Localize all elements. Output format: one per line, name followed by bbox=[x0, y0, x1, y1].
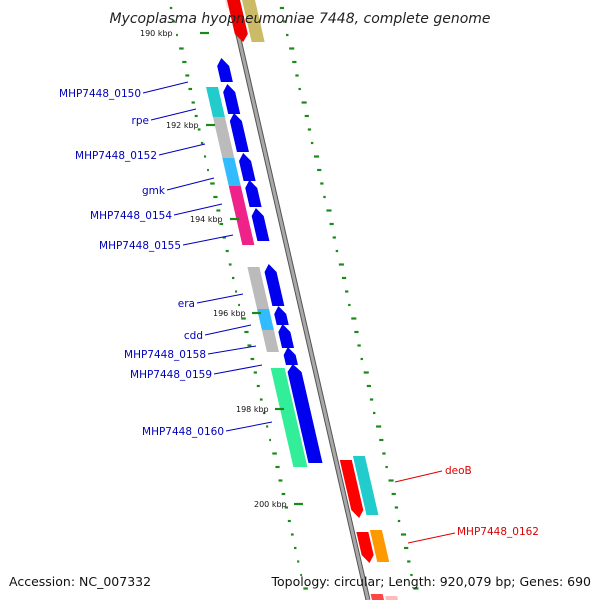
cog-block[interactable] bbox=[262, 330, 279, 352]
gene-label[interactable]: deoB bbox=[445, 465, 472, 477]
leader-line bbox=[151, 109, 196, 120]
gene-label[interactable]: gmk bbox=[142, 185, 166, 197]
cds-arrow[interactable] bbox=[223, 84, 240, 114]
gene-label[interactable]: MHP7448_0159 bbox=[130, 369, 212, 381]
kbp-label: 194 kbp bbox=[190, 215, 223, 224]
label-leader-lines bbox=[143, 82, 455, 543]
map-title: Mycoplasma hyopneumoniae 7448, complete … bbox=[109, 11, 490, 27]
cds-arrow[interactable] bbox=[239, 153, 256, 181]
cog-block[interactable] bbox=[206, 87, 225, 117]
kbp-label: 196 kbp bbox=[213, 309, 246, 318]
cds-arrow[interactable] bbox=[252, 208, 270, 241]
leader-line bbox=[226, 422, 272, 431]
kbp-label: 192 kbp bbox=[166, 121, 199, 130]
accession-text: Accession: NC_007332 bbox=[9, 574, 151, 589]
gene-label[interactable]: cdd bbox=[184, 330, 203, 342]
cog-block[interactable] bbox=[222, 158, 240, 186]
genome-map: 190 kbp 192 kbp 194 kbp 196 kbp 198 kbp … bbox=[0, 0, 600, 600]
gene-label[interactable]: MHP7448_0158 bbox=[124, 349, 206, 361]
gene-label[interactable]: MHP7448_0152 bbox=[75, 150, 157, 162]
cds-arrow[interactable] bbox=[265, 264, 285, 306]
leader-line bbox=[408, 533, 455, 543]
cog-block[interactable] bbox=[229, 186, 247, 212]
kbp-label: 190 kbp bbox=[140, 29, 173, 38]
leader-line bbox=[143, 82, 188, 93]
cog-track bbox=[206, 0, 398, 600]
gene-label[interactable]: MHP7448_0160 bbox=[142, 426, 224, 438]
leader-line bbox=[208, 346, 256, 354]
cds-arrow[interactable] bbox=[217, 58, 233, 82]
kbp-label: 198 kbp bbox=[236, 405, 269, 414]
cds-arrow[interactable] bbox=[278, 324, 294, 348]
cds-arrow[interactable] bbox=[284, 347, 298, 365]
gene-label[interactable]: MHP7448_0155 bbox=[99, 240, 181, 252]
leader-line bbox=[159, 144, 205, 155]
leader-line bbox=[205, 325, 251, 335]
kbp-label: 200 kbp bbox=[254, 500, 287, 509]
gene-labels-left: MHP7448_0150 rpe MHP7448_0152 gmk MHP744… bbox=[59, 88, 224, 438]
leader-line bbox=[197, 294, 243, 303]
gene-label[interactable]: rpe bbox=[132, 115, 149, 127]
cog-block[interactable] bbox=[370, 530, 389, 562]
cog-block[interactable] bbox=[385, 596, 398, 600]
leader-line bbox=[174, 204, 222, 215]
leader-line bbox=[167, 178, 214, 190]
leader-line bbox=[395, 471, 442, 482]
gene-label[interactable]: MHP7448_0162 bbox=[457, 526, 539, 538]
cds-arrow[interactable] bbox=[230, 113, 249, 152]
cog-block[interactable] bbox=[235, 212, 255, 245]
gene-label[interactable]: era bbox=[178, 298, 195, 310]
gene-labels-right: deoB MHP7448_0162 bbox=[445, 465, 539, 538]
genome-summary-text: Topology: circular; Length: 920,079 bp; … bbox=[271, 574, 592, 589]
cds-arrow[interactable] bbox=[245, 180, 261, 207]
cds-arrow[interactable] bbox=[274, 306, 289, 325]
leader-line bbox=[183, 235, 233, 245]
gene-label[interactable]: MHP7448_0154 bbox=[90, 210, 172, 222]
gene-label[interactable]: MHP7448_0150 bbox=[59, 88, 141, 100]
cog-block[interactable] bbox=[371, 594, 384, 600]
